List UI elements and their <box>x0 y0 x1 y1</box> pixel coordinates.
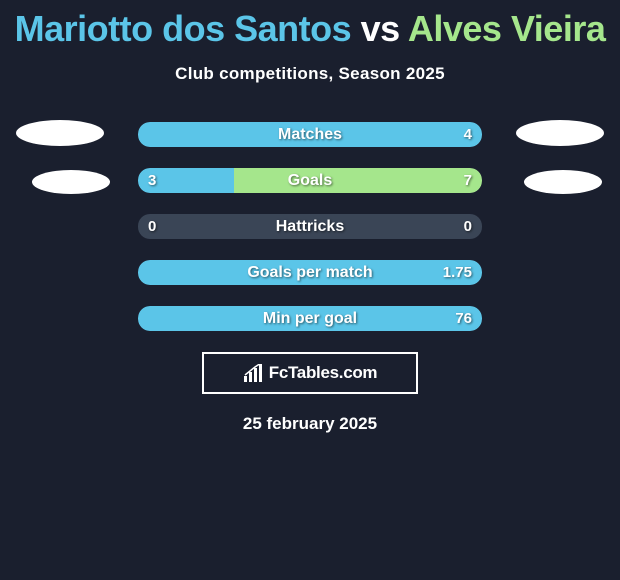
stat-label: Goals <box>138 168 482 193</box>
comparison-title: Mariotto dos Santos vs Alves Vieira <box>0 0 620 50</box>
logo-text: FcTables.com <box>269 363 378 383</box>
versus-text: vs <box>361 8 400 49</box>
subtitle: Club competitions, Season 2025 <box>0 64 620 84</box>
decor-ellipse-icon <box>524 170 602 194</box>
stat-row: 3Goals7 <box>138 168 482 193</box>
player2-name: Alves Vieira <box>408 8 605 49</box>
stat-row: Min per goal76 <box>138 306 482 331</box>
bar-chart-icon <box>243 364 265 382</box>
decor-ellipse-icon <box>516 120 604 146</box>
stat-value-right: 4 <box>464 122 472 147</box>
stat-row: 0Hattricks0 <box>138 214 482 239</box>
decor-ellipse-icon <box>16 120 104 146</box>
stat-label: Hattricks <box>138 214 482 239</box>
stat-row: Goals per match1.75 <box>138 260 482 285</box>
stat-value-right: 7 <box>464 168 472 193</box>
player1-name: Mariotto dos Santos <box>15 8 352 49</box>
stat-row: Matches4 <box>138 122 482 147</box>
stat-value-right: 76 <box>455 306 472 331</box>
stat-value-right: 1.75 <box>443 260 472 285</box>
comparison-chart: Matches4 3Goals7 0Hattricks0 Goals per matc… <box>0 122 620 331</box>
stat-label: Goals per match <box>138 260 482 285</box>
stat-label: Min per goal <box>138 306 482 331</box>
date-text: 25 february 2025 <box>0 414 620 434</box>
stat-label: Matches <box>138 122 482 147</box>
decor-ellipse-icon <box>32 170 110 194</box>
bars-container: Matches4 3Goals7 0Hattricks0 Goals per matc… <box>138 122 482 331</box>
logo-box: FcTables.com <box>202 352 418 394</box>
stat-value-right: 0 <box>464 214 472 239</box>
